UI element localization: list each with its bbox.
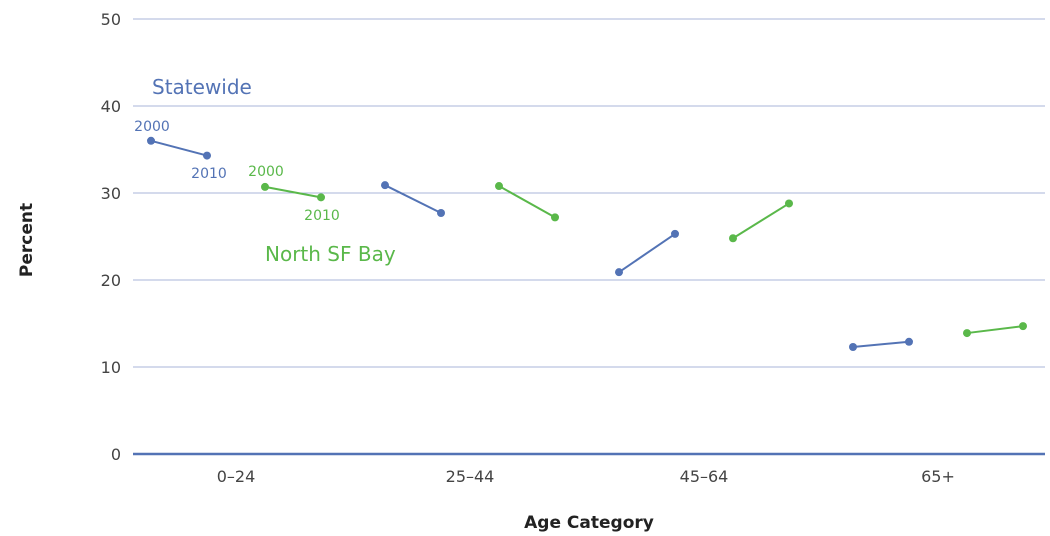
- data-point-statewide: [905, 337, 913, 346]
- series-line-statewide: [384, 184, 442, 214]
- data-point-north-sf-bay: [551, 213, 559, 222]
- data-point-statewide: [671, 229, 679, 238]
- data-point-north-sf-bay: [495, 182, 503, 191]
- x-axis-title: Age Category: [524, 513, 654, 533]
- y-axis-title: Percent: [17, 203, 37, 277]
- data-point-north-sf-bay: [729, 234, 737, 243]
- series-label-statewide: Statewide: [152, 75, 252, 99]
- y-axis-tick-labels: 0 10 20 30 40 50: [101, 10, 121, 464]
- y-tick-label: 10: [101, 358, 121, 377]
- data-point-statewide: [615, 268, 623, 277]
- data-point-statewide: [437, 209, 445, 218]
- data-point-north-sf-bay: [1019, 322, 1027, 331]
- data-point-statewide: [203, 151, 211, 160]
- series-line-north-sf-bay: [966, 325, 1024, 335]
- data-point-statewide: [381, 181, 389, 190]
- data-point-north-sf-bay: [261, 182, 269, 191]
- y-tick-label: 20: [101, 271, 121, 290]
- series-label-north-sf-bay: North SF Bay: [265, 242, 396, 266]
- y-tick-label: 0: [111, 445, 121, 464]
- x-tick-label: 65+: [921, 467, 955, 486]
- data-point-north-sf-bay: [963, 329, 971, 338]
- series-line-statewide: [852, 340, 910, 348]
- x-tick-label: 0–24: [217, 467, 256, 486]
- x-axis-tick-labels: 0–24 25–44 45–64 65+: [217, 467, 955, 486]
- data-point-north-sf-bay: [317, 193, 325, 202]
- data-point-statewide: [849, 342, 857, 351]
- series-layer: [147, 136, 1027, 351]
- series-line-north-sf-bay: [498, 185, 556, 219]
- x-tick-label: 25–44: [446, 467, 495, 486]
- gridlines: [133, 18, 1045, 456]
- x-tick-label: 45–64: [680, 467, 729, 486]
- series-line-statewide: [618, 233, 676, 273]
- series-line-statewide: [150, 139, 208, 157]
- series-line-north-sf-bay: [732, 202, 790, 240]
- data-point-north-sf-bay: [785, 199, 793, 208]
- y-tick-label: 40: [101, 97, 121, 116]
- year-label-statewide-2000: 2000: [134, 119, 170, 135]
- series-line-north-sf-bay: [264, 185, 322, 199]
- y-tick-label: 30: [101, 184, 121, 203]
- y-tick-label: 50: [101, 10, 121, 29]
- year-label-statewide-2010: 2010: [191, 166, 227, 182]
- year-label-north-sf-bay-2000: 2000: [248, 164, 284, 180]
- data-point-statewide: [147, 136, 155, 145]
- year-label-north-sf-bay-2010: 2010: [304, 208, 340, 224]
